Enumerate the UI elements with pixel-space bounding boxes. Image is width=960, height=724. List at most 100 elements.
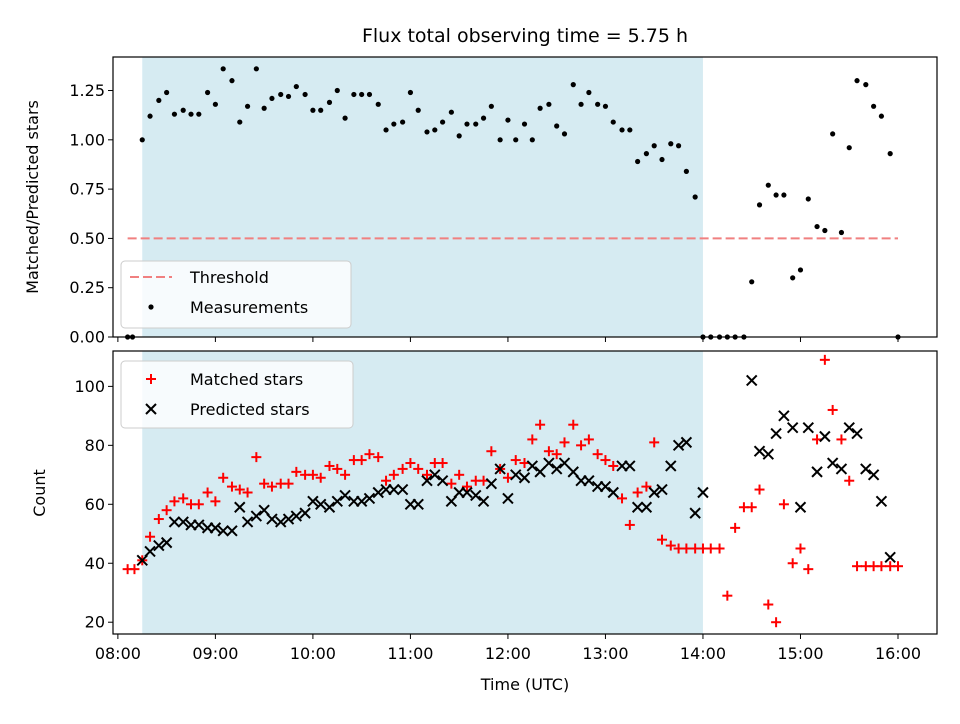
predicted-star-point bbox=[746, 374, 758, 387]
measurement-point bbox=[781, 192, 787, 198]
measurement-point bbox=[440, 119, 446, 125]
measurement-point bbox=[822, 227, 828, 234]
predicted-star-point bbox=[396, 483, 409, 496]
x-tick-label: 12:00 bbox=[485, 644, 531, 663]
measurement-point bbox=[595, 101, 601, 107]
predicted-star-point bbox=[802, 421, 814, 434]
x-tick-label: 11:00 bbox=[387, 644, 433, 663]
predicted-star-point bbox=[851, 427, 863, 440]
measurement-point bbox=[765, 182, 771, 188]
predicted-star-point bbox=[355, 495, 368, 508]
measurement-point bbox=[773, 192, 779, 198]
measurement-point bbox=[505, 117, 511, 123]
measurement-point bbox=[805, 196, 811, 202]
y-tick-label: 20 bbox=[85, 613, 105, 632]
matched-star-point bbox=[502, 472, 513, 483]
measurement-point bbox=[432, 127, 438, 133]
matched-star-point bbox=[551, 449, 562, 460]
matched-star-point bbox=[169, 496, 180, 507]
matched-star-point bbox=[454, 469, 465, 480]
measurement-point bbox=[229, 78, 235, 84]
predicted-star-point bbox=[510, 469, 522, 481]
predicted-star-point bbox=[786, 421, 799, 434]
predicted-star-point bbox=[314, 498, 327, 510]
matched-star-point bbox=[763, 599, 774, 610]
matched-star-point bbox=[543, 446, 554, 457]
matched-star-point bbox=[332, 463, 343, 474]
measurement-point bbox=[675, 143, 682, 149]
predicted-star-point bbox=[599, 480, 612, 493]
legend-measurements-swatch bbox=[148, 304, 154, 310]
matched-star-point bbox=[787, 558, 798, 569]
measurement-point bbox=[415, 107, 421, 113]
predicted-star-point bbox=[307, 495, 319, 508]
matched-star-point bbox=[617, 493, 628, 504]
measurement-point bbox=[692, 194, 698, 200]
x-tick-label: 16:00 bbox=[875, 644, 921, 663]
matched-star-point bbox=[649, 437, 660, 448]
predicted-star-point bbox=[835, 463, 848, 475]
predicted-star-point bbox=[241, 516, 254, 528]
measurement-point bbox=[285, 93, 292, 100]
top-y-ticks: 0.00 0.25 0.50 0.75 1.00 1.25 bbox=[69, 81, 113, 347]
matched-star-point bbox=[161, 505, 172, 516]
matched-star-point bbox=[315, 472, 326, 483]
matched-star-point bbox=[324, 460, 335, 471]
matched-star-point bbox=[421, 469, 432, 480]
predicted-star-point bbox=[470, 489, 482, 502]
measurement-point bbox=[139, 137, 145, 143]
measurement-point bbox=[212, 101, 218, 107]
matched-star-point bbox=[771, 617, 782, 628]
matched-star-point bbox=[812, 434, 823, 445]
bottom-y-ticks: 20 40 60 80 100 bbox=[74, 377, 113, 632]
predicted-star-point bbox=[153, 539, 165, 552]
y-tick-label: 0.50 bbox=[69, 229, 105, 248]
measurement-point bbox=[220, 66, 226, 72]
bottom-y-axis-label: Count bbox=[30, 469, 49, 517]
matched-star-point bbox=[234, 484, 245, 495]
predicted-star-point bbox=[275, 516, 287, 528]
measurement-point bbox=[529, 137, 535, 143]
matched-star-point bbox=[193, 499, 204, 510]
predicted-star-point bbox=[226, 525, 238, 537]
matched-star-point bbox=[340, 469, 351, 480]
measurement-point bbox=[391, 121, 397, 127]
predicted-star-point bbox=[477, 495, 490, 508]
measurement-point bbox=[546, 101, 552, 107]
y-tick-label: 1.00 bbox=[69, 130, 105, 149]
predicted-star-point bbox=[177, 516, 189, 528]
matched-star-point bbox=[714, 543, 725, 554]
matched-star-point bbox=[795, 543, 806, 554]
matched-star-point bbox=[632, 487, 643, 498]
legend-predicted-swatch bbox=[145, 403, 157, 415]
predicted-star-point bbox=[819, 430, 831, 443]
matched-star-point bbox=[827, 404, 838, 415]
legend-top-box bbox=[120, 260, 352, 329]
panel-top-frame bbox=[112, 56, 938, 338]
predicted-star-point bbox=[884, 551, 896, 564]
x-tick-label: 10:00 bbox=[290, 644, 336, 663]
y-tick-label: 40 bbox=[85, 554, 105, 573]
matched-star-point bbox=[259, 478, 270, 489]
legend-matched-label: Matched stars bbox=[190, 370, 303, 389]
predicted-star-point bbox=[762, 448, 775, 460]
predicted-star-point bbox=[282, 513, 295, 525]
predicted-star-point bbox=[607, 486, 619, 499]
predicted-star-point bbox=[656, 483, 668, 496]
matched-star-point bbox=[266, 481, 277, 492]
measurement-point bbox=[244, 103, 251, 109]
measurement-point bbox=[424, 129, 430, 135]
panel-ratio: 0.00 0.25 0.50 0.75 1.00 1.25 Flux total obse… bbox=[23, 25, 938, 347]
measurement-point bbox=[204, 89, 211, 96]
matched-star-point bbox=[226, 481, 237, 492]
matched-star-point bbox=[568, 419, 579, 430]
measurement-point bbox=[797, 267, 804, 273]
predicted-star-point bbox=[550, 463, 563, 475]
predicted-star-point bbox=[770, 427, 782, 440]
matched-star-point bbox=[242, 487, 253, 498]
measurement-point bbox=[537, 105, 543, 111]
matched-star-point bbox=[852, 561, 863, 572]
predicted-star-point bbox=[388, 483, 400, 496]
matched-star-point bbox=[665, 540, 676, 551]
